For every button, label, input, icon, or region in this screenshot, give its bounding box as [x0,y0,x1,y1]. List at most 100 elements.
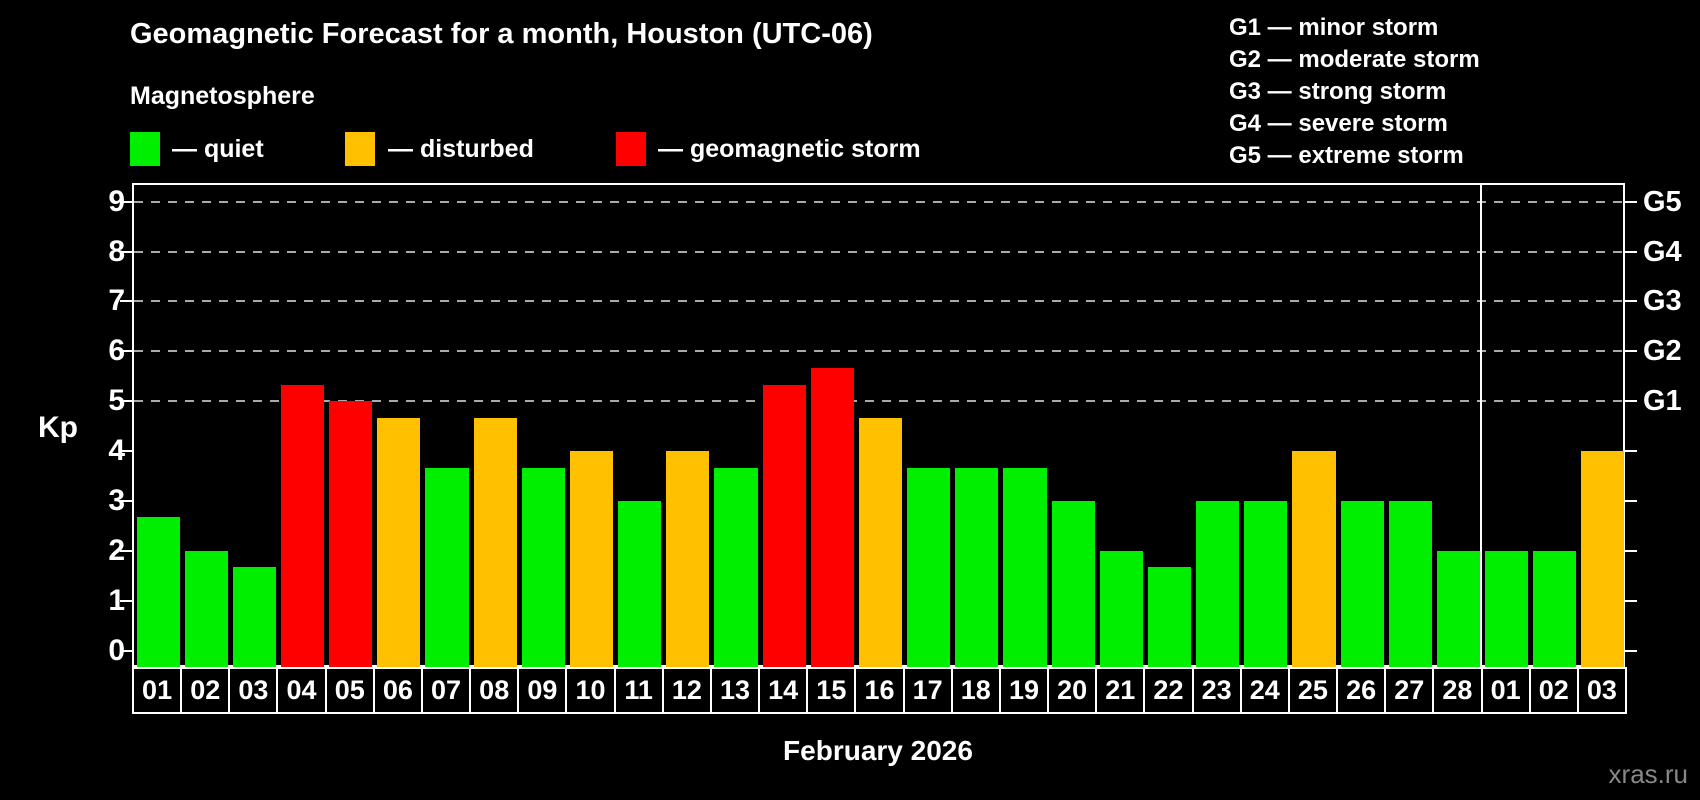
kp-5-gridline [134,400,1623,403]
left-tick-kp-6 [120,350,132,353]
left-tick-kp-2 [120,549,132,552]
g3-legend-line: G3 — strong storm [1229,78,1447,105]
g-scale-label-g2: G2 [1643,335,1682,368]
kp-bar-feb-27 [1388,501,1432,667]
day-label-feb-25: 25 [1287,667,1339,714]
kp-7-gridline [134,300,1623,303]
kp-bar-feb-07 [425,467,469,667]
day-label-feb-15: 15 [806,667,857,714]
kp-bar-feb-02 [184,550,228,667]
right-tick-kp-8 [1625,250,1637,253]
kp-bar-feb-05 [329,401,373,667]
right-tick-kp-6 [1625,350,1637,353]
kp-tick-label-7: 7 [108,284,125,318]
kp-tick-label-4: 4 [108,434,125,468]
g-scale-label-g4: G4 [1643,235,1682,268]
day-label-feb-03: 03 [228,667,279,714]
kp-bar-feb-15 [810,367,854,667]
day-label-feb-16: 16 [854,667,905,714]
disturbed-legend-swatch [345,132,375,166]
left-tick-kp-8 [120,250,132,253]
day-label-feb-08: 08 [469,667,520,714]
kp-tick-label-0: 0 [108,633,125,667]
day-label-feb-05: 05 [324,667,375,714]
day-label-feb-23: 23 [1191,667,1242,714]
kp-bar-feb-28 [1436,550,1480,667]
left-tick-kp-0 [120,649,132,652]
left-tick-kp-4 [120,450,132,453]
storm-legend-label: — geomagnetic storm [658,135,921,163]
day-label-feb-24: 24 [1239,667,1290,714]
right-tick-kp-9 [1625,200,1637,203]
kp-bar-feb-19 [1003,467,1047,667]
g-scale-label-g3: G3 [1643,285,1682,318]
right-tick-kp-7 [1625,300,1637,303]
kp-bar-feb-03 [232,567,276,667]
right-tick-kp-0 [1625,649,1637,652]
left-tick-kp-3 [120,500,132,502]
kp-bar-mar-03 [1581,451,1625,667]
left-tick-kp-7 [120,300,132,303]
quiet-legend-label: — quiet [172,135,264,163]
day-label-mar-02: 02 [1528,667,1579,714]
day-label-feb-02: 02 [180,667,231,714]
day-axis-row: 01 02 03 04 05 06 07 08 09 10 11 12 13 14 15 16 17 18 19 20… [132,667,1627,714]
kp-bar-feb-24 [1244,501,1288,667]
kp-bar-mar-02 [1533,550,1577,667]
right-tick-kp-3 [1625,500,1637,502]
kp-tick-label-8: 8 [108,234,125,268]
kp-8-gridline [134,250,1623,253]
day-label-feb-17: 17 [902,667,953,714]
kp-bar-feb-17 [907,467,951,667]
day-label-feb-07: 07 [420,667,472,714]
left-tick-kp-1 [120,599,132,602]
kp-tick-label-3: 3 [108,484,125,517]
kp-bar-feb-25 [1292,451,1336,667]
kp-bar-feb-08 [473,417,517,667]
kp-bar-feb-16 [858,417,903,667]
kp-tick-label-6: 6 [108,334,125,368]
left-tick-kp-9 [120,200,132,203]
day-label-feb-06: 06 [372,667,423,714]
kp-bar-feb-18 [955,467,999,667]
day-label-feb-14: 14 [758,667,809,714]
g-scale-label-g1: G1 [1643,385,1682,418]
kp-bar-feb-01 [136,517,180,667]
day-label-feb-18: 18 [950,667,1001,714]
g4-legend-line: G4 — severe storm [1229,110,1448,137]
kp-tick-label-2: 2 [108,533,125,567]
day-label-feb-22: 22 [1143,667,1194,714]
kp-bar-feb-13 [714,467,758,667]
g1-legend-line: G1 — minor storm [1229,14,1439,41]
kp-bar-feb-04 [280,384,325,667]
day-label-feb-11: 11 [613,667,664,714]
right-tick-kp-5 [1625,400,1637,403]
storm-legend-swatch [616,132,646,166]
kp-bar-feb-14 [762,384,806,667]
day-label-feb-10: 10 [565,667,616,714]
g5-legend-line: G5 — extreme storm [1229,142,1464,169]
kp-tick-label-5: 5 [108,384,125,418]
kp-bar-feb-11 [618,501,662,667]
kp-bar-feb-09 [521,467,565,667]
day-label-feb-26: 26 [1336,667,1387,714]
kp-bar-feb-20 [1051,501,1095,667]
x-axis-title: February 2026 [783,735,973,766]
day-label-feb-21: 21 [1095,667,1146,714]
day-label-feb-12: 12 [661,667,712,714]
day-label-feb-13: 13 [709,667,761,714]
kp-bar-feb-23 [1196,501,1240,667]
chart-title: Geomagnetic Forecast for a month, Housto… [130,18,873,50]
kp-bar-feb-06 [377,417,421,667]
day-label-feb-28: 28 [1432,667,1483,714]
magnetosphere-label: Magnetosphere [130,82,315,110]
kp-tick-label-1: 1 [108,583,125,617]
kp-bar-feb-10 [569,451,614,667]
day-label-feb-19: 19 [998,667,1050,714]
right-tick-kp-4 [1625,450,1637,453]
day-label-mar-03: 03 [1576,667,1627,714]
left-tick-kp-5 [120,400,132,403]
day-label-feb-04: 04 [276,667,327,714]
quiet-legend-swatch [130,132,160,166]
